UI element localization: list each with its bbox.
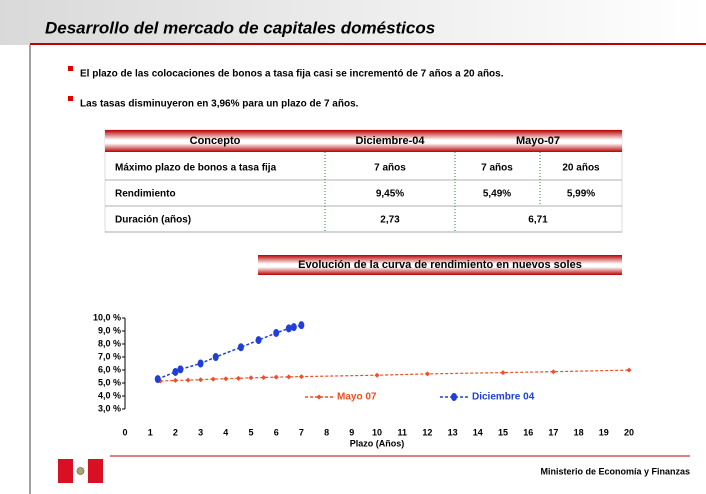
point [286,374,292,380]
x-tick-label: 7 [299,427,304,437]
x-tick-label: 11 [397,427,407,437]
td: 6,71 [528,215,548,226]
x-tick-label: 17 [548,427,558,437]
th: Concepto [190,135,241,147]
y-tick-label: 4,0 % [98,390,121,400]
x-tick-label: 20 [624,427,634,437]
point [235,375,241,381]
x-tick-label: 4 [223,427,228,437]
chart-title: Evolución de la curva de rendimiento en … [298,259,582,271]
y-tick-label: 9,0 % [98,325,121,335]
point [273,374,279,380]
point [177,365,184,374]
y-tick-label: 5,0 % [98,377,121,387]
point [185,377,191,383]
x-tick-label: 6 [274,427,279,437]
td: Duración (años) [115,215,191,226]
point [255,336,262,345]
point [285,324,292,333]
point [424,371,430,377]
point [500,370,506,376]
legend-marker [316,394,322,400]
table-rules [105,179,622,233]
y-tick-label: 10,0 % [93,312,121,322]
legend-marker [451,393,457,401]
footer: Ministerio de Economía y Finanzas [540,466,690,476]
point [374,372,380,378]
x-tick-label: 2 [173,427,178,437]
td: 5,99% [567,189,595,200]
th: Mayo-07 [516,135,560,147]
point [298,321,305,330]
title-bar [0,0,706,45]
x-tick-label: 1 [148,427,153,437]
td: 9,45% [376,189,404,200]
point [172,377,178,383]
bullet-text: El plazo de las colocaciones de bonos a … [80,69,504,80]
point [172,367,179,376]
td: 7 años [481,163,513,174]
x-tick-label: 16 [523,427,533,437]
td: 2,73 [380,215,400,226]
x-tick-label: 8 [324,427,329,437]
y-tick-label: 3,0 % [98,403,121,413]
point [212,353,219,361]
x-tick-label: 5 [248,427,253,437]
td: 20 años [562,163,600,174]
td: 7 años [374,163,406,174]
point [197,359,204,368]
x-tick-label: 18 [574,427,584,437]
point [154,375,161,384]
point [290,323,297,332]
x-tick-label: 14 [473,427,483,437]
legend-label: Diciembre 04 [472,392,535,403]
x-tick-label: 15 [498,427,508,437]
td: Rendimiento [115,189,176,200]
point [298,374,304,380]
th: Diciembre-04 [355,135,425,147]
flag [58,459,103,483]
point [626,367,632,373]
point [198,377,204,383]
chart-banner [258,255,622,275]
td: Máximo plazo de bonos a tasa fija [115,163,277,174]
bullet [68,96,73,101]
point [273,328,280,337]
table-text: Concepto Diciembre-04 Mayo-07 Máximo pla… [115,135,600,226]
point [237,343,244,352]
x-tick-label: 9 [349,427,354,437]
legend-label: Mayo 07 [337,392,377,403]
td: 5,49% [483,189,511,200]
point [210,376,216,382]
column-rules [324,152,541,232]
point [550,369,556,375]
x-tick-label: 19 [599,427,609,437]
slide-title: Desarrollo del mercado de capitales domé… [45,18,435,37]
bullet [68,66,73,71]
bullet-text: Las tasas disminuyeron en 3,96% para un … [80,99,359,110]
y-tick-label: 8,0 % [98,338,121,348]
point [261,375,267,381]
x-tick-label: 0 [122,427,127,437]
x-tick-label: 12 [422,427,432,437]
x-tick-label: 3 [198,427,203,437]
x-tick-label: 10 [372,427,382,437]
x-axis-label: Plazo (Años) [350,438,405,448]
y-tick-label: 6,0 % [98,364,121,374]
table-header [105,130,622,152]
x-tick-label: 13 [448,427,458,437]
series-line [160,369,630,382]
point [248,375,254,381]
point [223,376,229,382]
y-tick-label: 7,0 % [98,351,121,361]
